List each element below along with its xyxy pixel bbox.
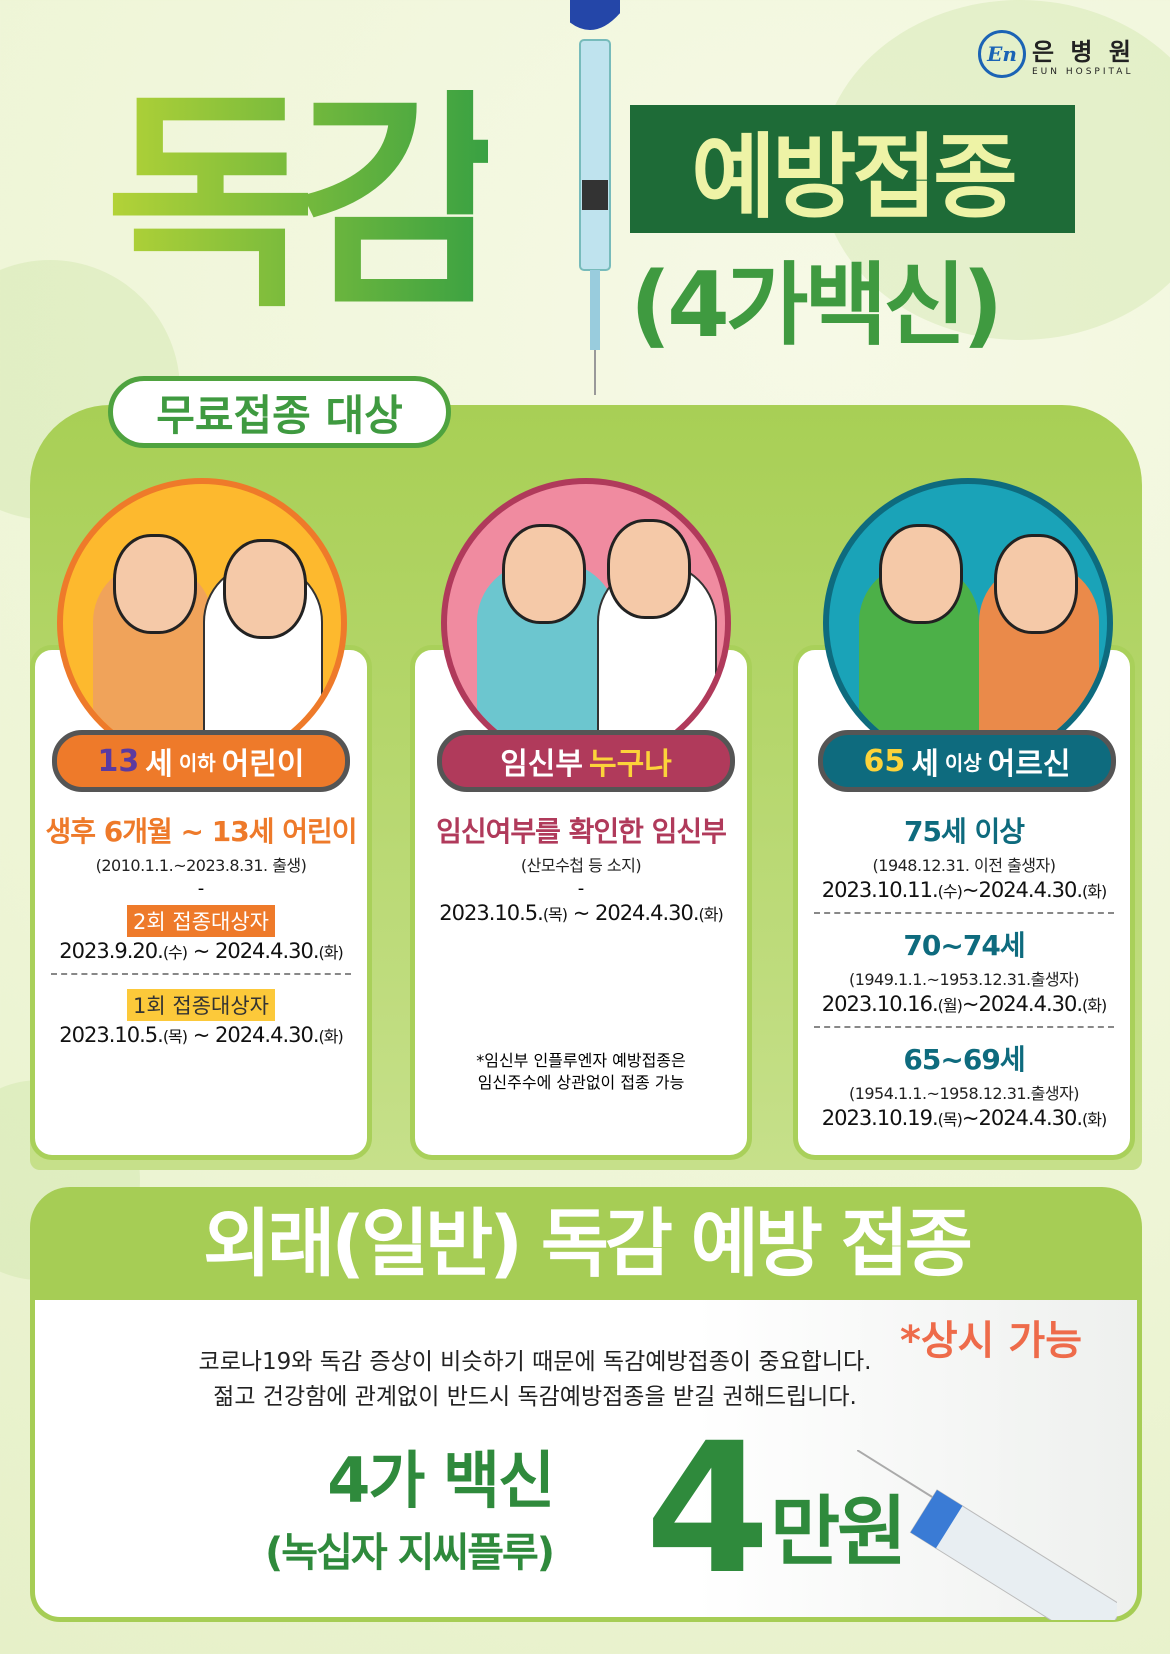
divider — [814, 1026, 1114, 1028]
hospital-logo: En 은 병 원 EUN HOSPITAL — [978, 28, 1138, 80]
title-main: 독감 — [105, 71, 508, 338]
pregnant-illustration — [441, 478, 731, 768]
divider — [51, 973, 351, 975]
seniors-illustration — [823, 478, 1113, 768]
card-headline: 생후 6개월 ~ 13세 어린이 — [45, 815, 358, 848]
dose1-date: 2023.10.5.(목) ~ 2024.4.30.(화) — [59, 1023, 344, 1047]
dash: - — [197, 878, 205, 899]
children-illustration — [57, 478, 347, 768]
group-sub: (1954.1.1.~1958.12.31.출생자) — [848, 1084, 1080, 1103]
always-available: *상시 가능 — [899, 1318, 1082, 1364]
syringe-icon — [857, 1450, 1117, 1620]
dash: - — [577, 878, 585, 899]
group-sub: (1949.1.1.~1953.12.31.출생자) — [848, 970, 1080, 989]
general-section: *상시 가능 코로나19와 독감 증상이 비슷하기 때문에 독감예방접종이 중요… — [30, 1300, 1142, 1622]
group-date: 2023.10.19.(목)~2024.4.30.(화) — [821, 1106, 1108, 1130]
card-sub: (산모수첩 등 소지) — [520, 856, 642, 875]
logo-name: 은 병 원 — [1032, 37, 1135, 66]
price: 4 만원 — [645, 1405, 907, 1614]
card-sub: (2010.1.1.~2023.8.31. 출생) — [95, 856, 307, 875]
card-headline: 임신여부를 확인한 임신부 — [436, 815, 727, 848]
vaccine-info: 4가 백신 (녹십자 지씨플루) — [265, 1444, 555, 1576]
tag-pregnant: 임신부 누구나 — [437, 730, 735, 792]
group-date: 2023.10.16.(월)~2024.4.30.(화) — [821, 992, 1108, 1016]
title-box: 예방접종 — [630, 105, 1075, 233]
group-age: 70~74세 — [903, 929, 1025, 962]
general-message: 코로나19와 독감 증상이 비슷하기 때문에 독감예방접종이 중요합니다. 젊고 … — [198, 1349, 872, 1410]
logo-en: EUN HOSPITAL — [1032, 66, 1134, 77]
card-date: 2023.10.5.(목) ~ 2024.4.30.(화) — [439, 901, 724, 925]
dose2-label: 2회 접종대상자 — [127, 905, 275, 937]
logo-mark: En — [978, 30, 1026, 78]
group-age: 75세 이상 — [904, 815, 1025, 848]
tag-seniors: 65 세 이상 어르신 — [818, 730, 1116, 792]
general-title: 외래(일반) 독감 예방 접종 — [30, 1187, 1142, 1302]
dose2-date: 2023.9.20.(수) ~ 2024.4.30.(화) — [59, 939, 344, 963]
tag-children: 13 세 이하 어린이 — [52, 730, 350, 792]
group-sub: (1948.12.31. 이전 출생자) — [872, 856, 1056, 875]
group-age: 65~69세 — [903, 1043, 1025, 1076]
group-date: 2023.10.11.(수)~2024.4.30.(화) — [821, 878, 1108, 902]
free-label: 무료접종 대상 — [108, 376, 451, 448]
dose1-label: 1회 접종대상자 — [127, 989, 275, 1021]
divider — [814, 912, 1114, 914]
syringe-icon — [570, 0, 620, 395]
title-sub: (4가백신) — [630, 253, 1003, 358]
card-note: *임신부 인플루엔자 예방접종은 임신주수에 상관없이 접종 가능 — [476, 1051, 686, 1093]
